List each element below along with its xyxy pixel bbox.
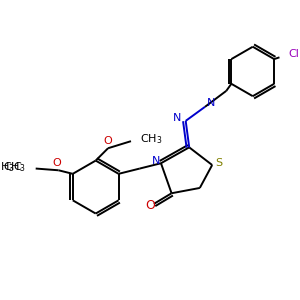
Text: O: O <box>146 199 155 212</box>
Text: N: N <box>207 98 215 108</box>
Text: O: O <box>104 136 112 146</box>
Text: O: O <box>52 158 61 168</box>
Text: S: S <box>215 158 222 168</box>
Text: CH$_3$: CH$_3$ <box>3 160 25 174</box>
Text: H$_3$C: H$_3$C <box>0 160 23 174</box>
Text: Cl: Cl <box>288 49 299 59</box>
Text: N: N <box>173 113 181 123</box>
Text: N: N <box>152 157 160 166</box>
Text: CH$_3$: CH$_3$ <box>140 133 162 146</box>
